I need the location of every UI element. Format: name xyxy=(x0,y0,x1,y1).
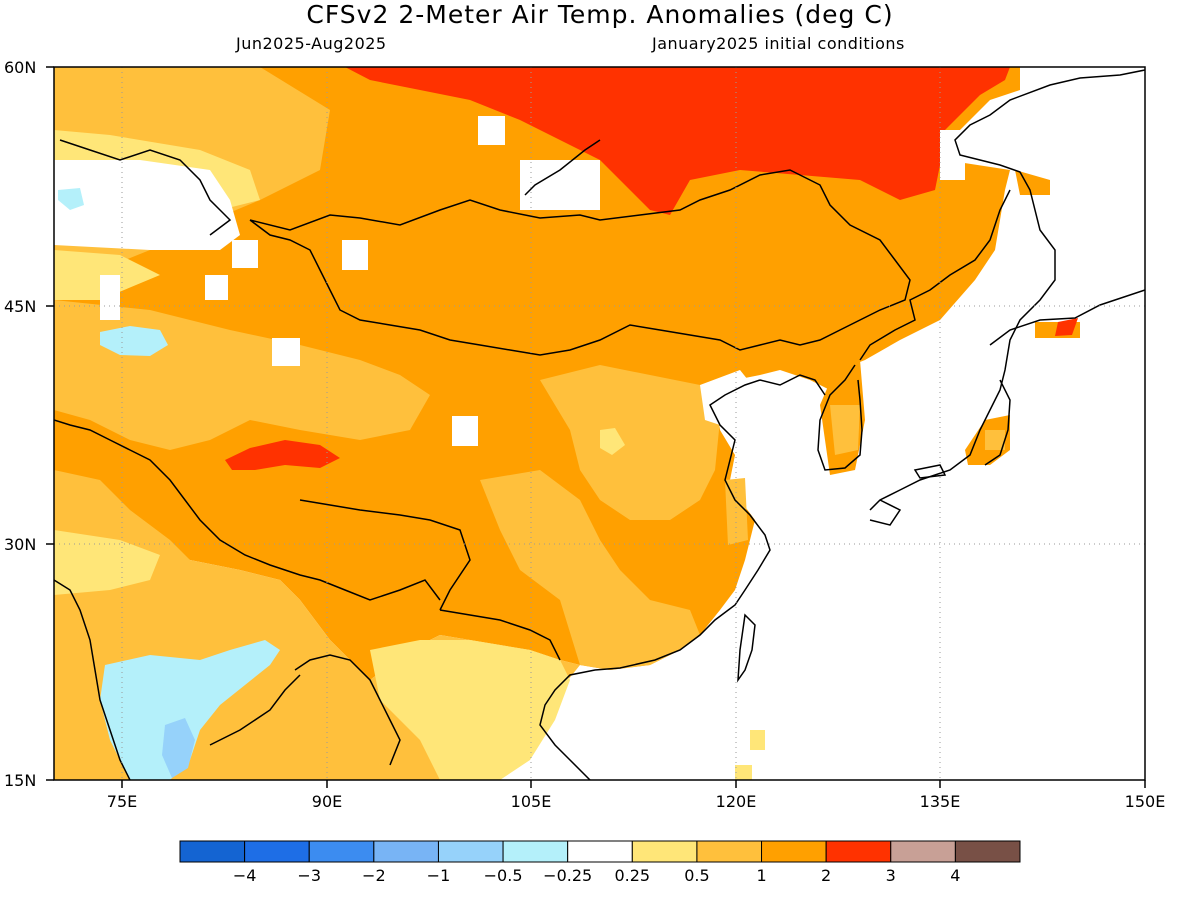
lon-label: 120E xyxy=(716,792,757,811)
lat-label: 60N xyxy=(4,58,36,77)
forecast-period: Jun2025-Aug2025 xyxy=(236,34,387,53)
lon-label: 105E xyxy=(511,792,552,811)
colorbar-label: 0.5 xyxy=(684,866,709,885)
anomaly-region-main xyxy=(54,67,1020,680)
colorbar-label: −0.5 xyxy=(484,866,523,885)
colorbar-swatch xyxy=(696,840,763,863)
colorbar-label: 3 xyxy=(886,866,896,885)
anomaly-field xyxy=(54,67,1145,780)
graticule xyxy=(54,67,1145,780)
colorbar-swatch xyxy=(825,840,892,863)
colorbar-swatch xyxy=(890,840,956,863)
colorbar-label: −3 xyxy=(297,866,321,885)
colorbar-label: −1 xyxy=(427,866,451,885)
lon-label: 135E xyxy=(920,792,961,811)
axis-ticks xyxy=(46,66,1146,788)
lon-label: 90E xyxy=(312,792,342,811)
colorbar-swatch xyxy=(244,840,310,863)
lat-label: 30N xyxy=(4,535,36,554)
colorbar: −4 −3 −2 −1 −0.5 −0.25 0.25 0.5 1 2 3 4 xyxy=(179,840,1021,885)
colorbar-swatch xyxy=(761,840,827,863)
colorbar-label: 0.25 xyxy=(614,866,650,885)
coastlines xyxy=(54,69,1145,780)
lat-label: 15N xyxy=(4,771,36,790)
colorbar-swatch xyxy=(631,840,698,863)
lon-label: 150E xyxy=(1125,792,1166,811)
map-frame xyxy=(53,66,1146,781)
map-title: CFSv2 2-Meter Air Temp. Anomalies (deg C… xyxy=(306,0,894,29)
anomaly-region-high xyxy=(345,67,1010,215)
lon-label: 75E xyxy=(107,792,137,811)
colorbar-swatch xyxy=(502,840,569,863)
colorbar-swatch xyxy=(567,840,633,863)
colorbar-label: −0.25 xyxy=(543,866,592,885)
anomaly-region-negative xyxy=(100,640,280,780)
colorbar-label: 4 xyxy=(950,866,960,885)
colorbar-swatch xyxy=(373,840,439,863)
colorbar-swatch xyxy=(437,840,504,863)
colorbar-label: 2 xyxy=(821,866,831,885)
colorbar-label: 1 xyxy=(756,866,766,885)
colorbar-swatch xyxy=(308,840,375,863)
lat-label: 45N xyxy=(4,297,36,316)
colorbar-swatch xyxy=(179,840,246,863)
colorbar-label: −2 xyxy=(362,866,386,885)
initial-conditions: January2025 initial conditions xyxy=(652,34,905,53)
colorbar-label: −4 xyxy=(233,866,257,885)
colorbar-swatch xyxy=(954,840,1021,863)
